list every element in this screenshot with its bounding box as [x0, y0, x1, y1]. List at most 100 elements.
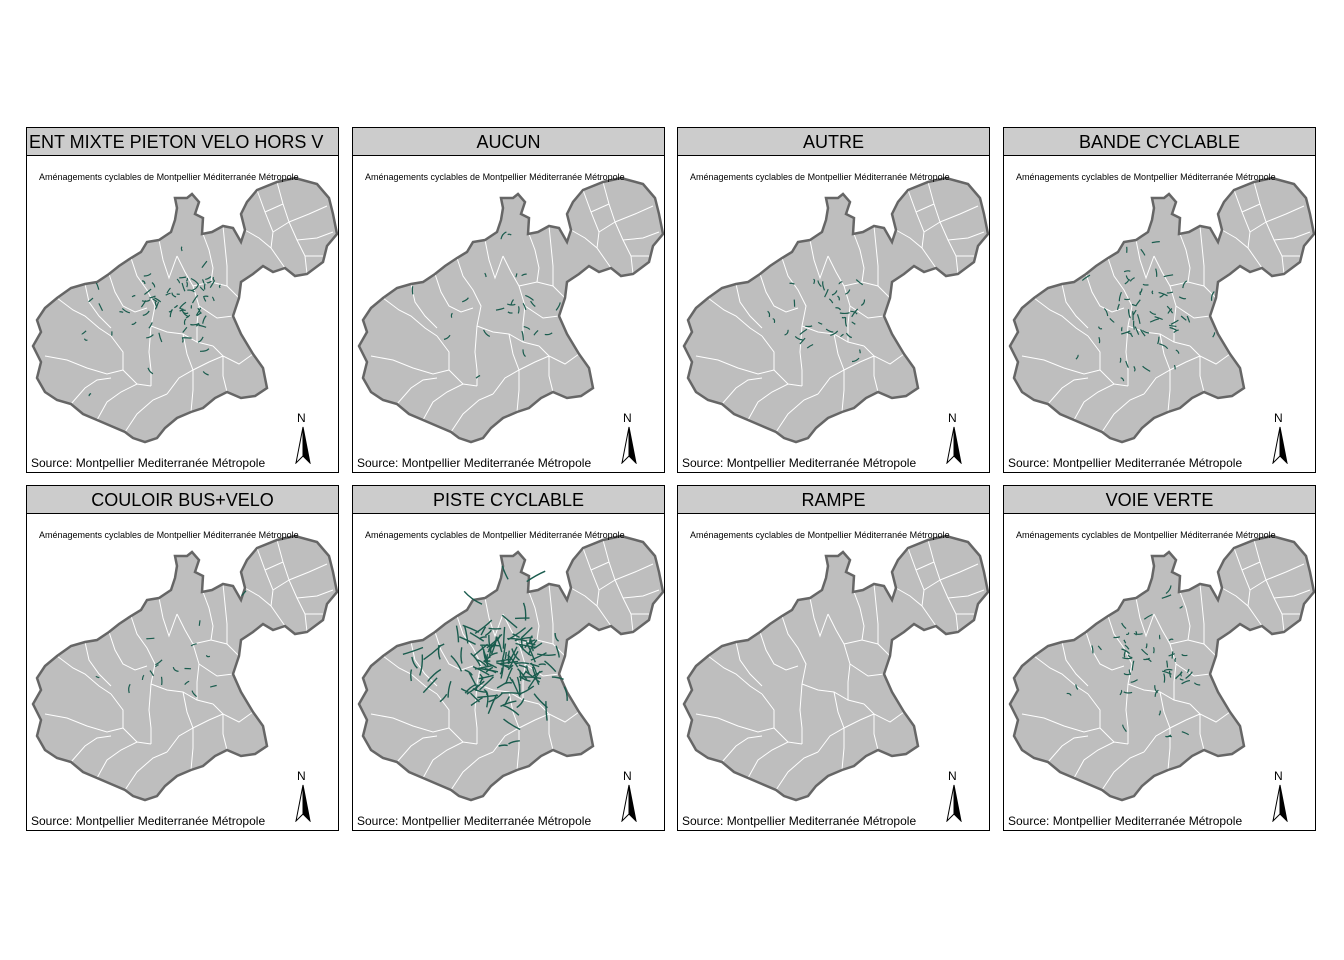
commune-border: [582, 189, 600, 249]
cycle-route-segment: [507, 303, 516, 306]
source-note: Source: Montpellier Mediterranée Métropo…: [31, 814, 266, 828]
cycle-route-segment: [218, 284, 221, 289]
cycle-route-segment: [1179, 605, 1183, 609]
cycle-route-segment: [500, 660, 519, 665]
cycle-route-segment: [1159, 343, 1169, 350]
cycle-route-segment: [183, 318, 187, 325]
cycle-route-segment: [128, 683, 131, 694]
cycle-route-segment: [1130, 333, 1134, 338]
cycle-route-segment: [845, 332, 852, 339]
cycle-route-segment: [1185, 671, 1193, 679]
commune-border: [927, 181, 959, 275]
cycle-route-segment: [459, 636, 476, 646]
cycle-route-segment: [447, 680, 452, 698]
commune-border: [1047, 377, 1089, 405]
cycle-route-segment: [210, 684, 217, 688]
commune-border: [598, 579, 616, 591]
cycle-route-segment: [855, 279, 864, 286]
cycle-route-segment: [1135, 299, 1141, 307]
cycle-route-segment: [507, 664, 514, 671]
commune-border: [1221, 229, 1263, 269]
cycle-route-segment: [1135, 630, 1138, 636]
cycle-route-segment: [1173, 329, 1179, 333]
cycle-route-segment: [1142, 365, 1151, 372]
commune-border: [863, 703, 905, 723]
cycle-route-segment: [443, 334, 451, 340]
commune-border: [436, 335, 464, 385]
cycle-route-segment: [1157, 336, 1160, 345]
commune-border: [1179, 591, 1191, 641]
cycle-route-segment: [1091, 645, 1094, 654]
commune-border: [1159, 691, 1171, 729]
cycle-route-segment: [520, 685, 535, 695]
cycle-route-segment: [463, 625, 469, 644]
cycle-route-segment: [1133, 365, 1136, 372]
cycle-route-segment: [522, 670, 528, 677]
cycle-route-segment: [158, 332, 163, 343]
map-caption: Aménagements cyclables de Montpellier Mé…: [690, 530, 950, 540]
commune-border: [296, 231, 334, 241]
commune-border: [548, 356, 554, 393]
cycle-route-segment: [410, 669, 413, 682]
commune-border: [276, 539, 308, 633]
commune-border: [396, 735, 438, 763]
commune-border: [1273, 589, 1311, 599]
commune-border: [264, 561, 284, 571]
commune-border: [516, 728, 520, 771]
metropole-map: [357, 534, 664, 802]
commune-border: [396, 377, 438, 405]
cycle-route-segment: [479, 673, 484, 680]
commune-border: [1087, 335, 1115, 385]
panel-title: BANDE CYCLABLE: [1078, 132, 1241, 152]
cycle-route-segment: [1151, 290, 1154, 295]
commune-border: [222, 356, 228, 393]
cycle-route-segment: [411, 656, 418, 669]
source-note: Source: Montpellier Mediterranée Métropo…: [357, 814, 592, 828]
cycle-route-segment: [536, 653, 556, 656]
cycle-route-segment: [1161, 594, 1172, 599]
cycle-route-segment: [525, 670, 541, 683]
commune-border: [781, 257, 807, 327]
cycle-route-segment: [850, 310, 858, 315]
cycle-route-segment: [1168, 324, 1177, 328]
commune-borders: [1021, 181, 1311, 433]
map-panel: VOIE VERTE Aménagements cyclables de Mont…: [1003, 485, 1316, 831]
cycle-route-segment: [545, 701, 548, 721]
cycle-route-segment: [483, 689, 488, 696]
commune-border: [124, 393, 168, 433]
commune-border: [590, 561, 610, 571]
commune-border: [450, 393, 494, 433]
cycle-route-segment: [767, 310, 771, 318]
commune-border: [190, 370, 194, 413]
cycle-route-segment: [510, 299, 514, 305]
cycle-route-segment: [533, 329, 539, 336]
panel-title-strip: VOIE VERTE: [1004, 486, 1315, 514]
map-panel: BANDE CYCLABLE Aménagements cyclables de …: [1003, 127, 1316, 473]
cycle-route-segment: [799, 328, 808, 336]
cycle-route-segment: [1116, 303, 1120, 311]
commune-border: [1135, 597, 1155, 638]
panel-title: RAMPE: [801, 490, 866, 510]
cycle-route-segment: [772, 318, 776, 324]
commune-border: [44, 713, 124, 733]
cycle-route-segment: [1122, 724, 1127, 732]
cycle-route-segment: [841, 316, 846, 319]
north-arrow-icon: [1272, 426, 1288, 464]
cycle-route-segment: [180, 246, 183, 252]
commune-border: [84, 283, 112, 329]
cycle-route-segment: [198, 620, 201, 626]
cycle-route-segment: [95, 675, 100, 679]
commune-border: [130, 615, 156, 685]
north-arrow-icon: [946, 426, 962, 464]
commune-border: [422, 741, 478, 779]
cycle-route-segment: [402, 646, 424, 655]
cycle-route-segment: [1143, 613, 1153, 620]
metropole-map: [31, 534, 338, 802]
cycle-route-segment: [484, 667, 497, 674]
commune-border: [1101, 393, 1145, 433]
cycle-route-segment: [474, 664, 494, 670]
commune-border: [1233, 189, 1251, 249]
cycle-route-segment: [1103, 308, 1109, 317]
cycle-route-segment: [481, 645, 489, 667]
commune-border: [721, 377, 763, 405]
